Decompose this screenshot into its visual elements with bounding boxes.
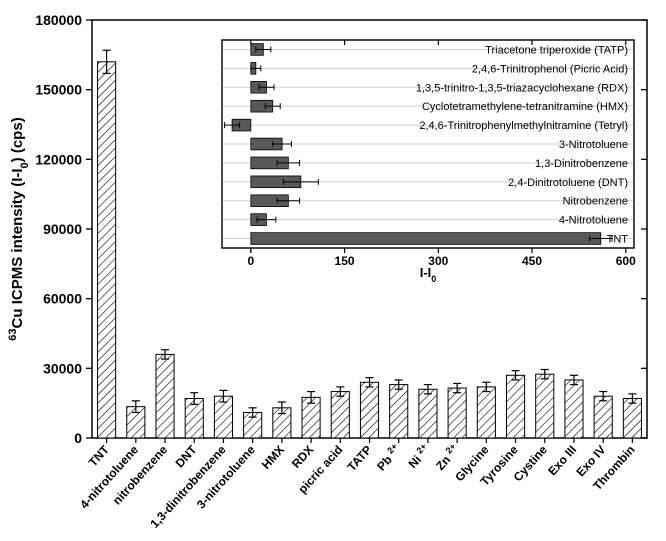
inset-category-label: 1,3,5-trinitro-1,3,5-triazacyclohexane (… [416, 82, 628, 94]
main-bar [506, 375, 524, 438]
inset-category-label: TNT [607, 234, 629, 246]
inset-xtick-label: 300 [428, 254, 448, 268]
inset-category-label: 2,4,6-Trinitrophenol (Picric Acid) [472, 63, 628, 75]
inset-category-label: 2,4-Dinitrotoluene (DNT) [508, 177, 628, 189]
main-bar [156, 354, 174, 438]
main-ytick-label: 90000 [43, 221, 82, 237]
main-bar [565, 380, 583, 438]
inset-bar [251, 233, 601, 245]
main-bar [536, 374, 554, 438]
chart-root: 030000600009000012000015000018000063Cu I… [0, 0, 666, 541]
main-bar [623, 399, 641, 438]
main-ytick-label: 30000 [43, 360, 82, 376]
main-bar [477, 387, 495, 438]
inset-category-label: Cyclotetramethylene-tetranitramine (HMX) [422, 101, 628, 113]
main-bar [448, 388, 466, 438]
main-bar [360, 382, 378, 438]
inset-xtick-label: 450 [522, 254, 542, 268]
main-ytick-label: 180000 [35, 12, 82, 28]
inset-category-label: 3-Nitrotoluene [559, 139, 628, 151]
main-bar [594, 396, 612, 438]
main-ytick-label: 150000 [35, 82, 82, 98]
inset-xtick-label: 600 [616, 254, 636, 268]
main-ytick-label: 60000 [43, 291, 82, 307]
main-bar [98, 62, 116, 438]
inset-category-label: 1,3-Dinitrobenzene [535, 158, 628, 170]
inset-category-label: Nitrobenzene [563, 196, 628, 208]
inset-xtick-label: 0 [247, 254, 254, 268]
inset-xtick-label: 150 [335, 254, 355, 268]
main-ytick-label: 0 [74, 430, 82, 446]
inset-category-label: 2,4,6-Trinitrophenylmethylnitramine (Tet… [419, 120, 628, 132]
main-ytick-label: 120000 [35, 151, 82, 167]
inset-category-label: 4-Nitrotoluene [559, 215, 628, 227]
main-bar [390, 385, 408, 438]
main-bar [331, 392, 349, 438]
inset-category-label: Triacetone triperoxide (TATP) [485, 44, 628, 56]
main-bar [419, 389, 437, 438]
